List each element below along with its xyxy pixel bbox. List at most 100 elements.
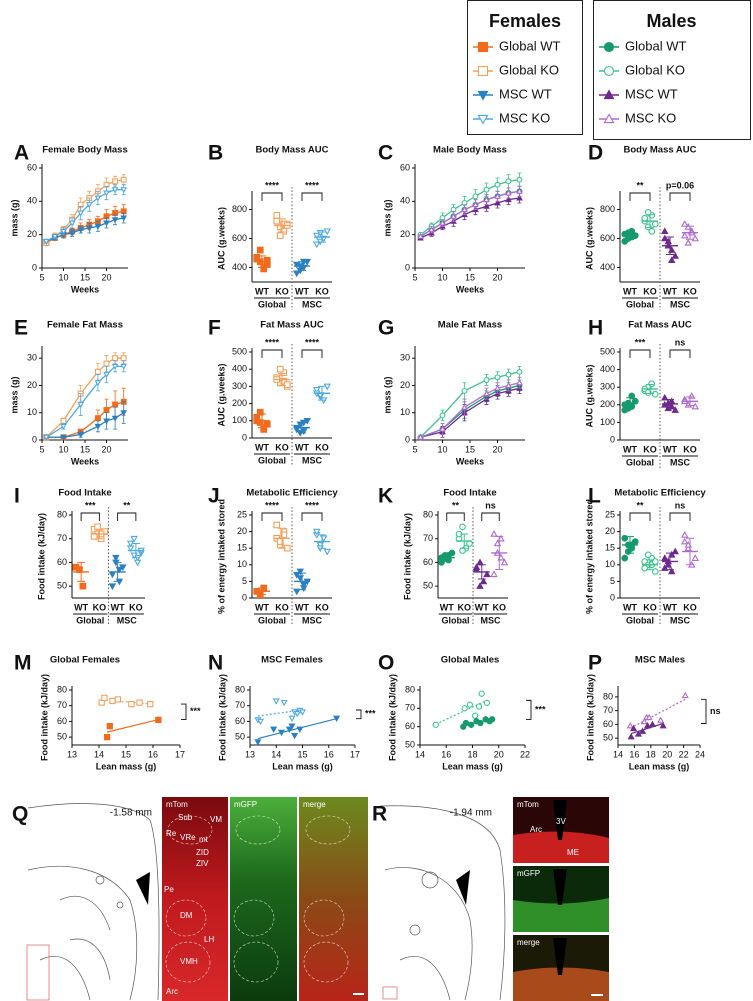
- panel-letter: O: [378, 652, 394, 675]
- data-point: [476, 558, 484, 566]
- significance-label: ****: [265, 337, 280, 347]
- y-axis-label: AUC (g.weeks): [584, 364, 594, 427]
- x-tick-label: 5: [39, 444, 44, 454]
- x-tick-label: 20: [492, 272, 502, 282]
- significance-label: ***: [85, 500, 96, 510]
- panel-letter: L: [588, 485, 601, 508]
- data-point: [640, 717, 648, 725]
- y-tick-label: 50: [57, 732, 67, 742]
- x-tick-label: KO: [683, 444, 697, 454]
- significance-label: ***: [635, 337, 646, 347]
- data-point: [103, 372, 110, 379]
- data-point: [94, 380, 102, 387]
- data-point: [51, 233, 59, 240]
- sd-bar: [278, 218, 286, 233]
- group-label: Global: [441, 615, 469, 625]
- x-tick-label: WT: [663, 602, 677, 612]
- x-tick-label: WT: [663, 286, 677, 296]
- data-point: [270, 726, 278, 734]
- data-point: [489, 716, 496, 723]
- y-tick-label: 50: [405, 739, 415, 749]
- data-point: [461, 206, 468, 213]
- significance-bracket: [669, 512, 691, 521]
- sd-bar: [666, 399, 674, 409]
- channel-label: mGFP: [517, 869, 540, 878]
- legend-marker: [477, 114, 489, 125]
- data-point: [659, 722, 667, 729]
- panel-letter: K: [378, 485, 393, 508]
- chart-title: Female Fat Mass: [47, 320, 123, 331]
- data-point: [103, 220, 110, 227]
- data-point: [668, 567, 676, 575]
- y-tick-label: 300: [232, 381, 247, 391]
- panel-letter: N: [208, 652, 223, 675]
- data-point: [439, 219, 446, 226]
- trend-line: [630, 722, 664, 735]
- data-point: [472, 563, 481, 570]
- significance-bracket: [261, 192, 283, 201]
- group-label: MSC: [670, 615, 691, 625]
- series-line: [420, 190, 520, 237]
- y-tick-label: 50: [235, 732, 245, 742]
- x-tick-label: 14: [271, 749, 281, 759]
- image-merge-signal: [513, 967, 609, 1001]
- significance-label: ****: [305, 337, 320, 347]
- y-tick-label: 0: [32, 434, 37, 444]
- group-label: MSC: [670, 299, 691, 309]
- region-label: Arc: [166, 987, 178, 996]
- significance-label: ***: [190, 706, 201, 716]
- section-level: -1.94 mm: [450, 808, 492, 819]
- data-point: [293, 710, 301, 718]
- x-tick-label: KO: [275, 602, 289, 612]
- region-label: mt: [199, 835, 209, 844]
- y-tick-label: 80: [235, 684, 245, 694]
- x-tick-label: WT: [255, 286, 269, 296]
- x-tick-label: 5: [412, 444, 417, 454]
- data-point: [111, 415, 119, 422]
- significance-bracket: [261, 349, 283, 358]
- x-tick-label: WT: [623, 444, 637, 454]
- trend-line: [101, 699, 151, 705]
- y-tick-label: 15: [237, 543, 247, 553]
- y-tick-label: 100: [232, 415, 247, 425]
- data-point: [256, 718, 265, 726]
- region-label: VRe: [180, 833, 196, 842]
- data-point: [111, 363, 119, 370]
- x-tick-label: 5: [39, 272, 44, 282]
- y-tick-label: 0: [32, 262, 37, 272]
- x-tick-label: 24: [695, 749, 705, 759]
- group-label: MSC: [481, 615, 502, 625]
- data-point: [681, 691, 689, 699]
- region-label: ME: [567, 848, 579, 857]
- data-point: [439, 425, 446, 432]
- group-label: MSC: [117, 615, 138, 625]
- data-point: [263, 256, 271, 264]
- significance-bracket: [301, 512, 323, 521]
- data-point: [60, 417, 67, 424]
- x-tick-label: 20: [101, 444, 111, 454]
- sd-bar: [686, 225, 694, 240]
- channel-label: merge: [517, 938, 540, 947]
- x-tick-label: WT: [295, 442, 309, 452]
- image-merge: [299, 797, 368, 1001]
- data-point: [296, 568, 304, 576]
- data-point: [94, 423, 102, 430]
- data-point: [256, 246, 264, 254]
- data-point: [494, 199, 501, 206]
- y-tick-label: 80: [57, 509, 67, 519]
- data-point: [94, 415, 101, 422]
- y-tick-label: 300: [600, 382, 615, 392]
- panel-letter: R: [372, 803, 387, 826]
- data-point: [333, 715, 341, 723]
- region-label: Re: [166, 829, 177, 838]
- significance-label: ns: [675, 500, 686, 510]
- data-point: [285, 726, 293, 734]
- data-point: [120, 215, 128, 222]
- data-point: [293, 588, 301, 596]
- data-point: [112, 355, 119, 362]
- data-point: [627, 733, 635, 740]
- data-point: [276, 232, 284, 239]
- trend-line: [257, 718, 337, 740]
- region-label: VM: [210, 815, 222, 824]
- y-tick-label: 70: [603, 705, 613, 715]
